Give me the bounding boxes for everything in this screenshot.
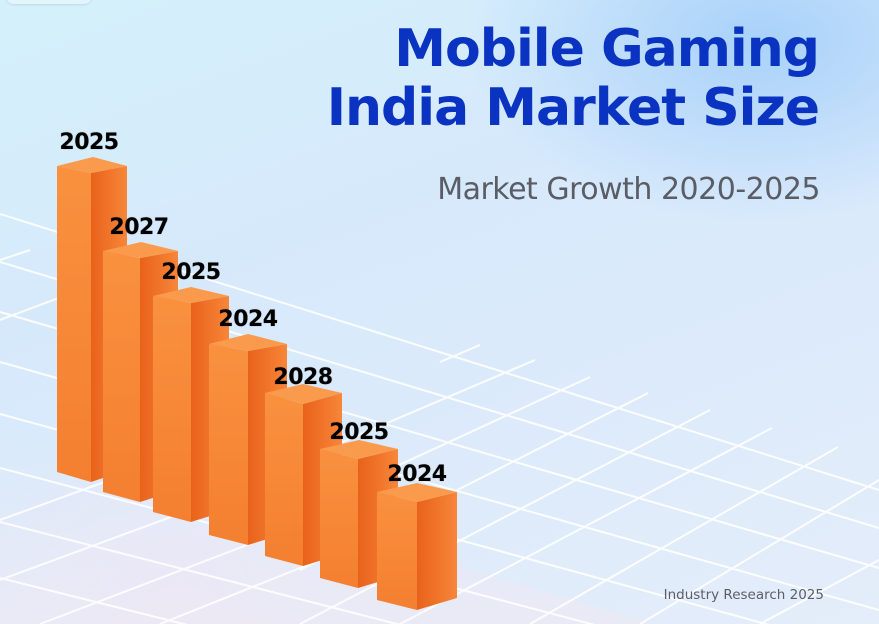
bar-label-4: 2024 bbox=[218, 307, 278, 332]
bar-label-6: 2025 bbox=[329, 420, 389, 445]
bar-label-1: 2025 bbox=[59, 130, 119, 155]
title-line-1: Mobile Gaming bbox=[394, 19, 820, 79]
top-pill-decoration bbox=[6, 0, 92, 4]
bar-label-5: 2028 bbox=[273, 365, 333, 390]
bar-label-3: 2025 bbox=[161, 260, 221, 285]
floor bbox=[0, 430, 655, 624]
subtitle: Market Growth 2020-2025 bbox=[437, 172, 820, 207]
source-note: Industry Research 2025 bbox=[663, 587, 824, 603]
page-title: Mobile Gaming India Market Size bbox=[326, 19, 820, 138]
title-line-2: India Market Size bbox=[326, 78, 820, 138]
bar-7 bbox=[377, 483, 457, 610]
bar-label-7: 2024 bbox=[387, 462, 447, 487]
bar-label-2: 2027 bbox=[109, 215, 169, 240]
